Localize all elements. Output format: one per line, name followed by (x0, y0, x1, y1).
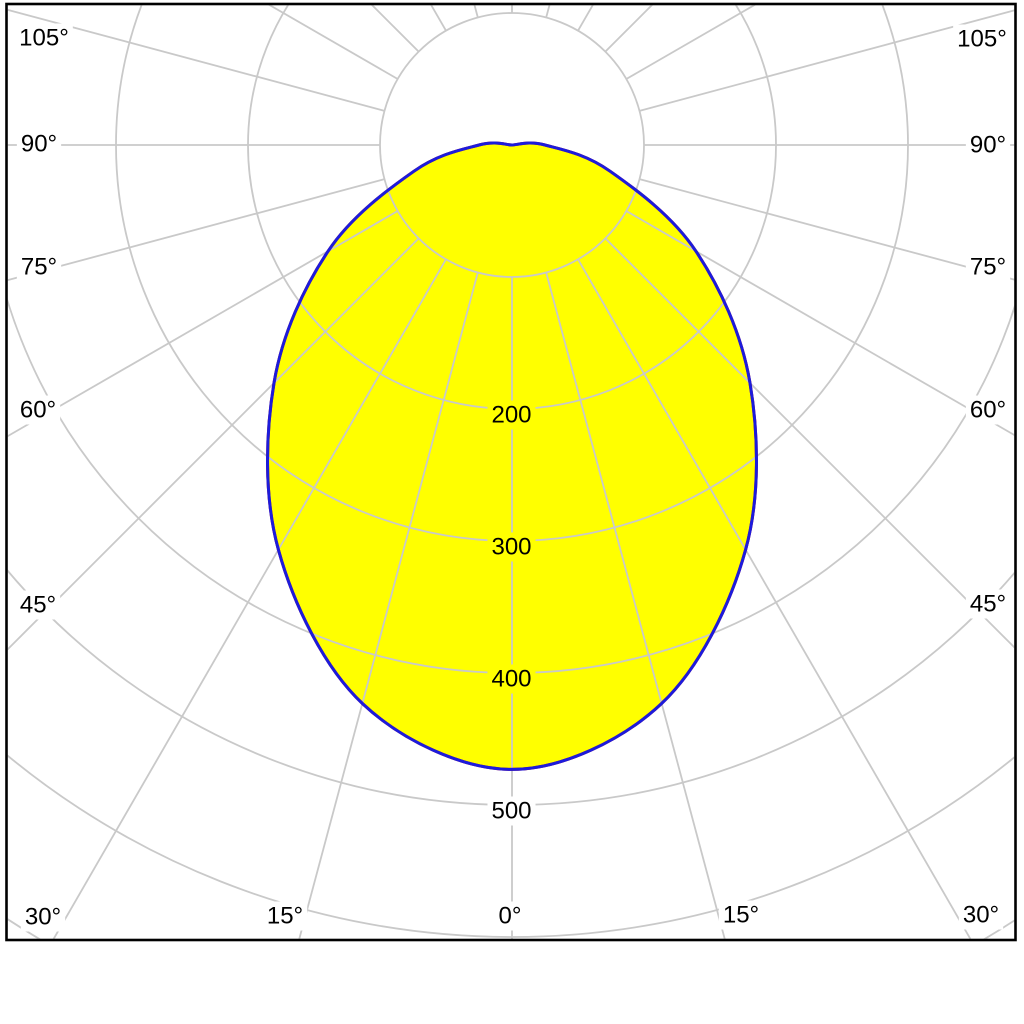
angle-tick-label: 90° (970, 132, 1006, 159)
angle-tick-label: 105° (957, 26, 1007, 53)
angle-tick-label: 15° (723, 902, 759, 929)
grid-radial-line (577, 258, 972, 939)
radial-tick-label: 500 (491, 798, 531, 825)
grid-radial-line (7, 8, 385, 112)
radial-tick-label: 300 (491, 534, 531, 561)
angle-tick-label: 75° (21, 254, 57, 281)
grid-radial-line (7, 237, 420, 651)
radial-tick-label: 200 (491, 402, 531, 429)
legend: cd C0 - C180 C90 - C270 (0, 944, 1024, 1024)
intensity-curve-c90-c270 (266, 141, 758, 771)
grid-radial-line (7, 178, 385, 282)
grid-radial-line (545, 5, 551, 18)
grid-radial-line (473, 5, 479, 18)
radial-tick-label: 400 (491, 666, 531, 693)
angle-tick-label: 45° (20, 592, 56, 619)
angle-tick-label: 105° (19, 25, 69, 52)
angle-tick-label: 0° (499, 903, 522, 930)
grid-radial-line (7, 210, 399, 438)
chart-frame (5, 2, 1017, 942)
grid-radial-line (625, 210, 1015, 436)
grid-radial-line (298, 272, 479, 939)
angle-tick-label: 45° (970, 591, 1006, 618)
grid-radial-line (545, 272, 726, 939)
angle-tick-label: 60° (970, 397, 1006, 424)
grid-radial-line (639, 9, 1015, 112)
angle-tick-label: 15° (267, 903, 303, 930)
grid-radial-line (52, 258, 447, 939)
angle-tick-label: 30° (963, 902, 999, 929)
angle-tick-label: 30° (25, 904, 61, 931)
grid-radial-line (639, 178, 1015, 281)
angle-tick-label: 75° (970, 254, 1006, 281)
angle-tick-label: 60° (20, 397, 56, 424)
grid-radial-line (604, 237, 1015, 649)
angle-tick-label: 90° (21, 131, 57, 158)
